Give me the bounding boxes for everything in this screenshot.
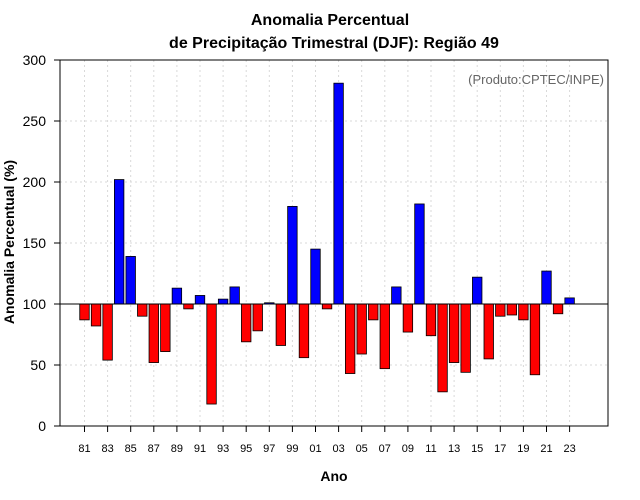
bar-95 xyxy=(241,303,252,343)
bar-21 xyxy=(541,270,552,305)
bar-99 xyxy=(287,205,298,305)
bar-81 xyxy=(79,303,90,321)
x-tick-label: 11 xyxy=(425,443,436,455)
bar-88 xyxy=(160,303,171,352)
bar-18 xyxy=(506,303,518,316)
bar-84 xyxy=(114,179,125,305)
x-tick-label: 19 xyxy=(517,443,529,455)
bar-12 xyxy=(437,303,448,393)
x-tick-label: 01 xyxy=(309,443,321,455)
x-tick-label: 97 xyxy=(263,443,275,455)
y-tick-label: 250 xyxy=(23,113,47,129)
x-tick-label: 93 xyxy=(217,443,229,455)
x-tick-label: 13 xyxy=(448,443,460,455)
bar-01 xyxy=(310,248,321,305)
y-tick-label: 100 xyxy=(23,296,47,312)
x-tick-label: 17 xyxy=(494,443,506,455)
bar-85 xyxy=(125,256,136,305)
bar-94 xyxy=(229,286,240,305)
bar-08 xyxy=(391,286,402,305)
bar-83 xyxy=(102,303,113,361)
x-tick-label: 05 xyxy=(356,443,368,455)
x-axis: 81 83 85 87 89 91 93 95 97 99 01 03 05 07 09 11 13 15 17 19… xyxy=(78,426,576,455)
x-tick-label: 23 xyxy=(563,443,575,455)
x-tick-label: 07 xyxy=(379,443,391,455)
bar-87 xyxy=(148,303,159,363)
x-tick-label: 03 xyxy=(332,443,344,455)
y-tick-label: 0 xyxy=(38,418,46,434)
bar-91 xyxy=(194,295,206,305)
bar-00 xyxy=(298,303,310,359)
bar-13 xyxy=(448,303,460,363)
bar-92 xyxy=(206,303,217,405)
bar-19 xyxy=(518,303,529,321)
bar-22 xyxy=(552,303,564,315)
y-tick-label: 200 xyxy=(23,174,47,190)
y-tick-label: 150 xyxy=(23,235,47,251)
x-tick-label: 21 xyxy=(540,443,552,455)
y-tick-label: 50 xyxy=(30,357,46,373)
y-tick-label: 300 xyxy=(23,52,47,68)
bar-98 xyxy=(275,303,287,346)
x-tick-label: 95 xyxy=(240,443,252,455)
bar-86 xyxy=(137,303,148,317)
bar-96 xyxy=(252,303,263,332)
bar-14 xyxy=(460,303,471,373)
x-tick-label: 99 xyxy=(286,443,298,455)
bar-90 xyxy=(183,303,194,310)
bar-04 xyxy=(344,303,356,374)
chart-title-line1: Anomalia Percentual xyxy=(251,12,409,29)
bar-17 xyxy=(495,303,506,317)
x-axis-label: Ano xyxy=(320,468,347,484)
bar-06 xyxy=(368,303,379,321)
bar-82 xyxy=(90,303,102,327)
x-tick-label: 89 xyxy=(171,443,183,455)
y-axis: 0 50 100 150 200 250 300 xyxy=(23,52,60,434)
bar-05 xyxy=(356,303,367,355)
bar-16 xyxy=(483,303,494,360)
chart-title-line2: de Precipitação Trimestral (DJF): Região… xyxy=(169,35,499,52)
bar-07 xyxy=(379,303,390,370)
x-tick-label: 09 xyxy=(402,443,414,455)
bar-15 xyxy=(472,276,483,305)
bar-20 xyxy=(529,303,541,376)
x-tick-label: 91 xyxy=(194,443,206,455)
bar-11 xyxy=(425,303,437,337)
bar-23 xyxy=(564,297,575,305)
bars xyxy=(79,82,575,405)
y-axis-label: Anomalia Percentual (%) xyxy=(1,160,17,324)
bar-02 xyxy=(321,303,333,310)
x-tick-label: 15 xyxy=(471,443,483,455)
product-credit: (Produto:CPTEC/INPE) xyxy=(468,72,604,87)
bar-89 xyxy=(171,287,183,305)
x-tick-label: 85 xyxy=(125,443,137,455)
bar-93 xyxy=(217,298,229,305)
x-tick-label: 87 xyxy=(148,443,160,455)
x-tick-label: 81 xyxy=(78,443,90,455)
x-tick-label: 83 xyxy=(101,443,113,455)
bar-10 xyxy=(414,203,425,305)
bar-09 xyxy=(402,303,414,333)
bar-03 xyxy=(333,82,344,305)
